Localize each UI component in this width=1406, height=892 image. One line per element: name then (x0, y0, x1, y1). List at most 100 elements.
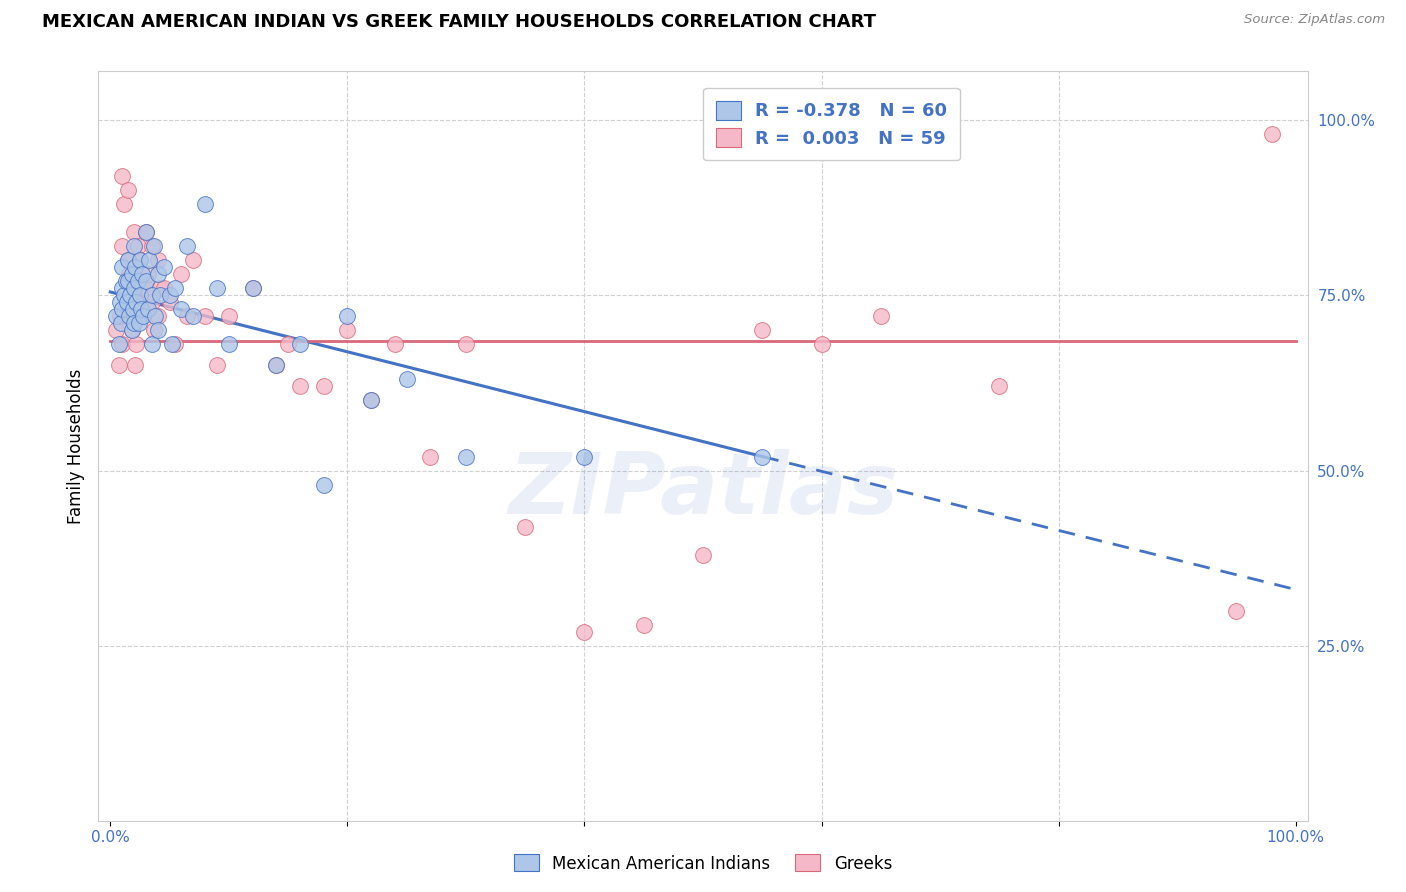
Point (125, 295, 148, 310)
Point (160, 337, 183, 351)
Point (127, 275, 149, 289)
Point (115, 295, 138, 310)
Point (312, 477, 335, 491)
Point (152, 260, 174, 275)
Point (129, 302, 152, 317)
Text: MEXICAN AMERICAN INDIAN VS GREEK FAMILY HOUSEHOLDS CORRELATION CHART: MEXICAN AMERICAN INDIAN VS GREEK FAMILY … (42, 13, 876, 31)
Point (111, 260, 134, 275)
Point (143, 310, 166, 324)
Point (129, 288, 152, 302)
Point (205, 359, 228, 373)
Point (159, 295, 181, 310)
Point (454, 337, 477, 351)
Point (141, 295, 163, 310)
Point (110, 317, 132, 331)
Point (1225, 603, 1247, 617)
Point (131, 281, 153, 295)
Point (111, 169, 134, 184)
Point (122, 281, 145, 295)
Point (152, 281, 174, 295)
Point (121, 302, 143, 317)
Point (127, 239, 149, 253)
Point (146, 323, 169, 337)
Point (515, 519, 537, 533)
Point (218, 337, 240, 351)
Point (312, 379, 335, 393)
Point (165, 281, 187, 295)
Point (136, 302, 159, 317)
Point (574, 450, 596, 464)
Point (121, 268, 143, 282)
Point (149, 281, 172, 295)
Point (129, 295, 152, 310)
Point (242, 281, 264, 295)
Text: ZIPatlas: ZIPatlas (508, 450, 898, 533)
Point (633, 617, 655, 632)
Point (111, 281, 134, 295)
Point (194, 197, 217, 211)
Point (194, 310, 217, 324)
Point (454, 450, 477, 464)
Point (117, 253, 139, 268)
Point (135, 226, 157, 240)
Point (122, 317, 145, 331)
Point (181, 253, 204, 268)
Point (132, 310, 155, 324)
Point (141, 288, 163, 302)
Point (135, 226, 157, 240)
Point (810, 337, 832, 351)
Point (176, 239, 198, 253)
Point (146, 268, 169, 282)
Point (111, 302, 134, 317)
Point (360, 393, 382, 408)
Point (108, 310, 131, 324)
Point (336, 310, 359, 324)
Point (264, 359, 287, 373)
Point (129, 253, 152, 268)
Point (121, 323, 143, 337)
Point (146, 253, 169, 268)
Point (143, 323, 166, 337)
Point (118, 268, 141, 282)
Point (108, 295, 131, 310)
Point (159, 288, 181, 302)
Text: Source: ZipAtlas.com: Source: ZipAtlas.com (1244, 13, 1385, 27)
Point (751, 323, 773, 337)
Point (384, 337, 406, 351)
Point (141, 239, 163, 253)
Point (111, 337, 134, 351)
Point (128, 317, 150, 331)
Point (205, 281, 228, 295)
Point (124, 359, 146, 373)
Point (176, 310, 198, 324)
Point (120, 288, 142, 302)
Point (988, 379, 1011, 393)
Point (138, 253, 160, 268)
Point (242, 281, 264, 295)
Point (170, 268, 193, 282)
Point (114, 275, 136, 289)
Point (135, 281, 157, 295)
Point (143, 239, 166, 253)
Point (692, 548, 714, 562)
Point (105, 310, 128, 324)
Point (146, 310, 169, 324)
Point (117, 253, 139, 268)
Point (141, 337, 163, 351)
Point (170, 302, 193, 317)
Point (114, 310, 136, 324)
Point (105, 323, 128, 337)
Point (124, 260, 146, 275)
Point (135, 275, 157, 289)
Point (122, 288, 145, 302)
Point (117, 183, 139, 197)
Point (132, 310, 155, 324)
Point (181, 310, 204, 324)
Point (277, 337, 299, 351)
Point (111, 239, 134, 253)
Point (336, 323, 359, 337)
Point (122, 239, 145, 253)
Point (121, 323, 143, 337)
Legend: R = -0.378   N = 60, R =  0.003   N = 59: R = -0.378 N = 60, R = 0.003 N = 59 (703, 88, 960, 161)
Point (125, 337, 148, 351)
